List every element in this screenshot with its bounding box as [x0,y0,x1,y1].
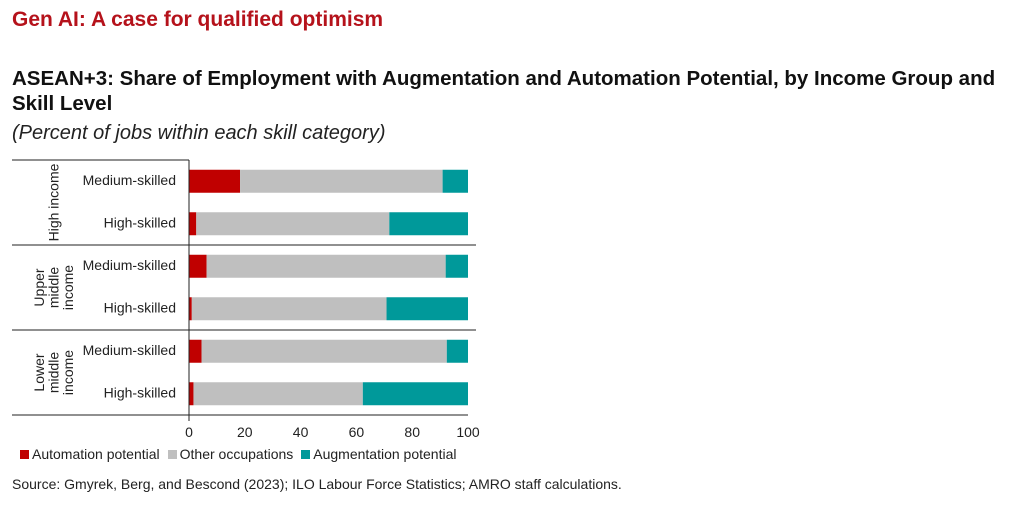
bar-augmentation-potential [442,169,468,193]
legend-item-augmentation: Augmentation potential [301,446,456,462]
headline: Gen AI: A case for qualified optimism [12,8,384,31]
group-label: Upper [31,268,47,306]
bar-augmentation-potential [389,212,468,236]
x-tick-label: 60 [349,424,365,440]
bar-other-occupations [193,382,363,406]
bar-automation-potential [189,382,194,406]
group-label: Lower [31,353,47,391]
chart-title: ASEAN+3: Share of Employment with Augmen… [12,67,996,115]
bar-automation-potential [189,254,207,278]
legend-item-automation: Automation potential [20,446,160,462]
bar-automation-potential [189,297,192,321]
legend-label-other: Other occupations [179,446,294,462]
group-label: middle [46,352,62,393]
bar-automation-potential [189,169,241,193]
bar-other-occupations [201,339,447,363]
legend-label-automation: Automation potential [32,446,160,462]
x-tick-label: 20 [237,424,253,440]
group-label: middle [46,267,62,308]
x-tick-label: 40 [293,424,309,440]
bar-augmentation-potential [445,254,468,278]
category-label: High-skilled [104,384,176,400]
legend: Automation potential Other occupations A… [20,446,456,462]
stacked-bar-chart: High income Medium-skilled High-skilled Upp… [12,159,480,440]
category-label: Medium-skilled [83,257,176,273]
x-tick-label: 100 [456,424,480,440]
category-label: Medium-skilled [83,172,176,188]
x-tick-label: 80 [404,424,420,440]
group-label: income [60,350,76,395]
bar-augmentation-potential [386,297,468,321]
legend-label-augmentation: Augmentation potential [313,446,457,462]
chart-subtitle: (Percent of jobs within each skill categ… [12,122,386,144]
legend-swatch-automation [20,449,29,459]
bar-other-occupations [191,297,387,321]
legend-item-other: Other occupations [167,446,294,462]
bar-augmentation-potential [362,382,468,406]
group-label: High income [46,163,62,241]
category-label: High-skilled [104,299,176,315]
category-label: Medium-skilled [83,342,176,358]
source-note: Source: Gmyrek, Berg, and Bescond (2023)… [12,476,622,492]
bar-automation-potential [189,339,202,363]
bar-automation-potential [189,212,197,236]
bar-augmentation-potential [446,339,468,363]
bar-other-occupations [196,212,390,236]
legend-swatch-other [167,449,177,459]
bar-other-occupations [206,254,446,278]
bar-other-occupations [240,169,443,193]
group-label: income [60,265,76,310]
category-label: High-skilled [104,214,176,230]
legend-swatch-augmentation [301,449,311,459]
x-tick-label: 0 [185,424,193,440]
